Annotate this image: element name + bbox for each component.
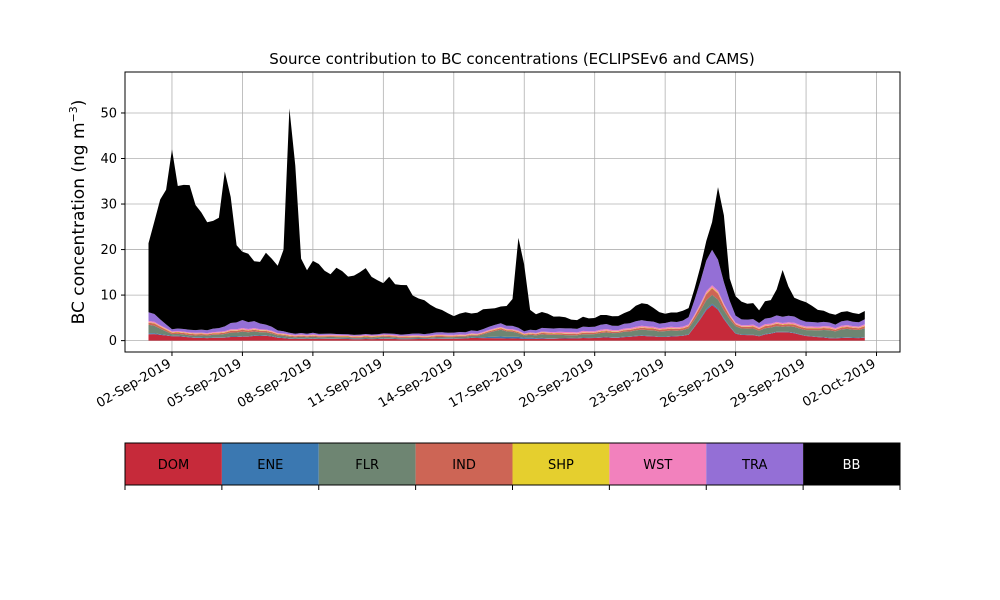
y-tick-label: 40: [100, 152, 117, 167]
legend-label-ind: IND: [452, 458, 476, 473]
legend-swatch-ind: [415, 443, 513, 485]
x-tick-label: 11-Sep-2019: [306, 356, 386, 411]
y-tick-label: 10: [100, 289, 117, 304]
y-axis-label: BC concentration (ng m−3): [67, 100, 89, 325]
legend-swatch-tra: [706, 443, 804, 485]
stacked-areas: [148, 108, 865, 341]
legend-label-flr: FLR: [355, 458, 379, 473]
area-bb: [148, 108, 865, 335]
legend-swatch-bb: [803, 443, 900, 485]
y-axis-label-close: ): [69, 100, 89, 107]
grid: [125, 72, 900, 352]
legend-swatch-flr: [318, 443, 416, 485]
area-tra: [148, 249, 865, 336]
x-axis: 02-Sep-201905-Sep-201908-Sep-201911-Sep-…: [94, 352, 879, 411]
legend-swatch-wst: [609, 443, 707, 485]
legend-label-tra: TRA: [741, 458, 767, 473]
legend-swatch-ene: [221, 443, 319, 485]
legend-colorbar: DOM ENE FLR IND SHP WST TRA BB: [124, 442, 901, 490]
legend-label-wst: WST: [643, 458, 672, 473]
chart-title: Source contribution to BC concentrations…: [269, 50, 754, 68]
y-axis: 0 10 20 30 40 50: [100, 106, 125, 349]
y-axis-label-text: BC concentration (ng m: [69, 122, 89, 324]
legend-swatch-dom: [125, 443, 222, 485]
x-tick-label: 17-Sep-2019: [446, 356, 526, 411]
legend-label-shp: SHP: [548, 458, 574, 473]
x-tick-label: 02-Oct-2019: [800, 356, 878, 410]
x-tick-label: 05-Sep-2019: [165, 356, 245, 411]
y-tick-label: 50: [100, 106, 117, 121]
legend-label-bb: BB: [843, 458, 861, 473]
x-tick-label: 23-Sep-2019: [587, 356, 667, 411]
legend-label-dom: DOM: [158, 458, 189, 473]
y-axis-label-superscript: −3: [67, 106, 80, 122]
x-tick-label: 08-Sep-2019: [235, 356, 315, 411]
y-tick-label: 30: [100, 198, 117, 213]
legend-swatch-shp: [512, 443, 610, 485]
y-tick-label: 0: [109, 334, 117, 349]
x-tick-label: 26-Sep-2019: [658, 356, 738, 411]
legend-label-ene: ENE: [257, 458, 283, 473]
x-tick-label: 20-Sep-2019: [517, 356, 597, 411]
x-tick-label: 02-Sep-2019: [94, 356, 174, 411]
plot-frame: [124, 71, 901, 353]
plot-area: [124, 71, 901, 353]
area-dom: [148, 305, 865, 341]
x-tick-label: 14-Sep-2019: [376, 356, 456, 411]
x-tick-label: 29-Sep-2019: [728, 356, 808, 411]
y-tick-label: 20: [100, 243, 117, 258]
